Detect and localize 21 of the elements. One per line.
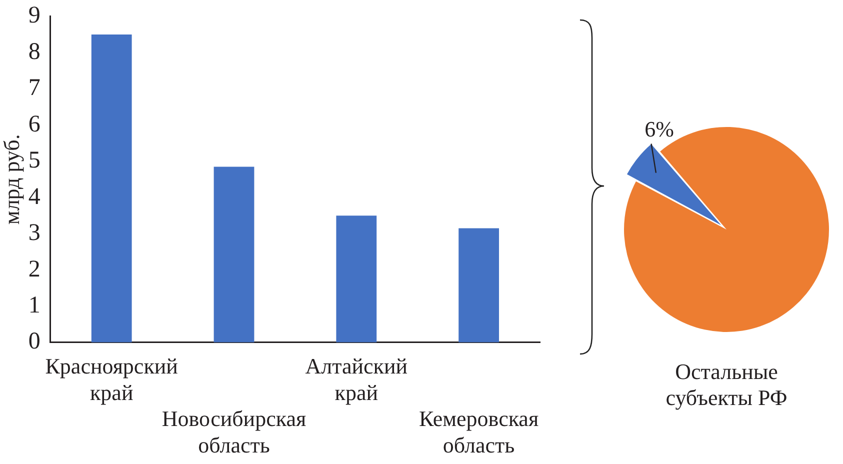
y-tick-label: 8 (28, 38, 40, 65)
bar (214, 166, 254, 342)
data-label: 6% (644, 116, 674, 142)
x-tick-label: Кемеровская область (419, 406, 539, 458)
y-tick-label: 6 (28, 111, 40, 138)
y-tick-label: 7 (28, 75, 40, 102)
y-tick-label: 4 (28, 184, 40, 210)
x-tick-label: Алтайский край (305, 353, 408, 405)
y-tick-label: 9 (28, 2, 40, 29)
bar (336, 216, 377, 342)
x-tick-label: Красноярский край (45, 353, 178, 405)
y-tick-label: 2 (28, 256, 40, 282)
y-axis-title: млрд руб. (0, 134, 24, 225)
bar (458, 228, 499, 342)
y-tick-label: 5 (28, 148, 40, 174)
x-tick-label: Новосибирская область (162, 406, 306, 458)
y-tick-label: 1 (28, 292, 40, 318)
bar (91, 34, 132, 342)
y-tick-label: 3 (28, 220, 40, 246)
slice-label: Остальные субъекты РФ (666, 358, 788, 410)
y-tick-label: 0 (28, 328, 40, 355)
